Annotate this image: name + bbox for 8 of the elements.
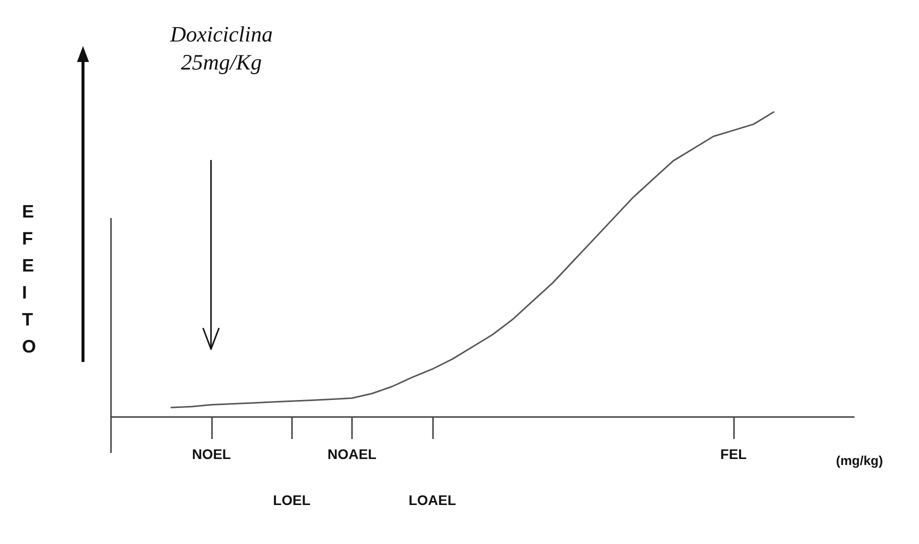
x-axis-title: (mg/kg) [836, 453, 883, 468]
x-tick-label: LOEL [273, 492, 311, 508]
x-tick-label: LOAEL [408, 492, 456, 508]
x-tick-label: NOEL [192, 446, 232, 462]
x-tick-label: NOAEL [327, 446, 377, 462]
text: Doxiciclina 25mg/Kg [169, 22, 273, 74]
y-axis-title: EFEITO [22, 202, 36, 356]
x-tick-label: FEL [720, 446, 748, 462]
